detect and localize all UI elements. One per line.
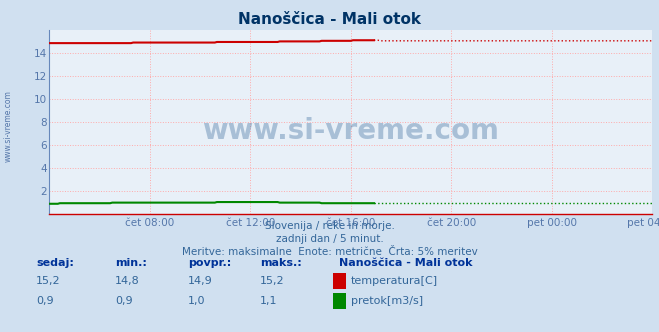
Text: temperatura[C]: temperatura[C] bbox=[351, 276, 438, 286]
Text: 15,2: 15,2 bbox=[260, 276, 285, 286]
Text: 0,9: 0,9 bbox=[36, 296, 54, 306]
Text: maks.:: maks.: bbox=[260, 258, 302, 268]
Text: 14,9: 14,9 bbox=[188, 276, 213, 286]
Text: 1,0: 1,0 bbox=[188, 296, 206, 306]
Text: min.:: min.: bbox=[115, 258, 147, 268]
Text: www.si-vreme.com: www.si-vreme.com bbox=[4, 90, 13, 162]
Text: 15,2: 15,2 bbox=[36, 276, 61, 286]
Text: sedaj:: sedaj: bbox=[36, 258, 74, 268]
Text: pretok[m3/s]: pretok[m3/s] bbox=[351, 296, 422, 306]
Text: 14,8: 14,8 bbox=[115, 276, 140, 286]
Text: povpr.:: povpr.: bbox=[188, 258, 231, 268]
Text: Nanoščica - Mali otok: Nanoščica - Mali otok bbox=[238, 12, 421, 27]
Text: 1,1: 1,1 bbox=[260, 296, 278, 306]
Text: zadnji dan / 5 minut.: zadnji dan / 5 minut. bbox=[275, 234, 384, 244]
Text: Slovenija / reke in morje.: Slovenija / reke in morje. bbox=[264, 221, 395, 231]
Text: Meritve: maksimalne  Enote: metrične  Črta: 5% meritev: Meritve: maksimalne Enote: metrične Črta… bbox=[182, 247, 477, 257]
Text: www.si-vreme.com: www.si-vreme.com bbox=[202, 117, 500, 145]
Text: 0,9: 0,9 bbox=[115, 296, 133, 306]
Text: Nanoščica - Mali otok: Nanoščica - Mali otok bbox=[339, 258, 473, 268]
